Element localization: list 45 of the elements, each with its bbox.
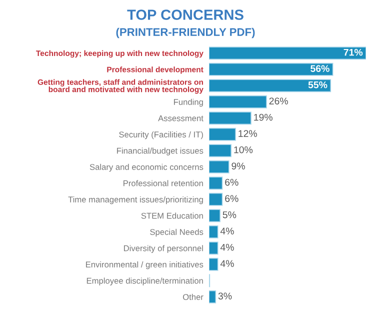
y-tick-label: Professional retention [124, 180, 203, 186]
bar [209, 176, 223, 190]
bar [209, 160, 230, 174]
bar [209, 242, 218, 255]
y-tick-label: Environmental / green initiatives [86, 261, 204, 270]
y-tick-label: Employee discipline/termination [86, 278, 203, 286]
y-tick-label: Salary and economic concerns [90, 164, 204, 172]
data-label: 10% [234, 146, 253, 154]
data-label: 4% [220, 228, 234, 234]
bar [209, 128, 236, 141]
data-label: 9% [232, 162, 245, 170]
bar [209, 46, 366, 60]
data-label: 12% [238, 130, 258, 137]
y-tick-label: Time management issues/prioritizing [68, 196, 203, 204]
y-tick-label: Funding [174, 98, 203, 107]
data-label: 4% [220, 244, 234, 251]
bar [209, 144, 232, 158]
data-label: 55% [308, 81, 328, 88]
data-label: 6% [225, 195, 238, 202]
y-tick-label: Security (Facilities / IT) [119, 131, 203, 140]
data-label: 6% [225, 178, 238, 186]
data-label: 71% [344, 48, 363, 56]
data-label: 56% [310, 65, 330, 72]
data-label: 19% [254, 114, 272, 121]
data-label: 4% [220, 260, 234, 267]
y-tick-label: STEM Education [141, 212, 203, 219]
data-label: 26% [269, 98, 288, 104]
y-tick-label: Special Needs [150, 228, 204, 237]
y-tick-label: Other [183, 294, 204, 300]
bar [209, 225, 218, 238]
bar [209, 209, 220, 222]
bar [209, 95, 267, 108]
bar [209, 290, 216, 304]
bar [209, 62, 334, 76]
data-label: 3% [218, 292, 232, 300]
chart-subtitle: (PRINTER-FRIENDLY PDF) [116, 28, 255, 38]
bar [209, 258, 218, 271]
bar [209, 112, 252, 125]
y-tick-label: Diversity of personnel [124, 245, 203, 253]
chart-title: TOP CONCERNS [127, 10, 244, 20]
y-tick-label: Financial/budget issues [117, 148, 204, 156]
bar [209, 192, 223, 206]
bar [209, 79, 332, 92]
y-tick-label: Assessment [158, 115, 204, 122]
data-label: 5% [222, 211, 236, 218]
